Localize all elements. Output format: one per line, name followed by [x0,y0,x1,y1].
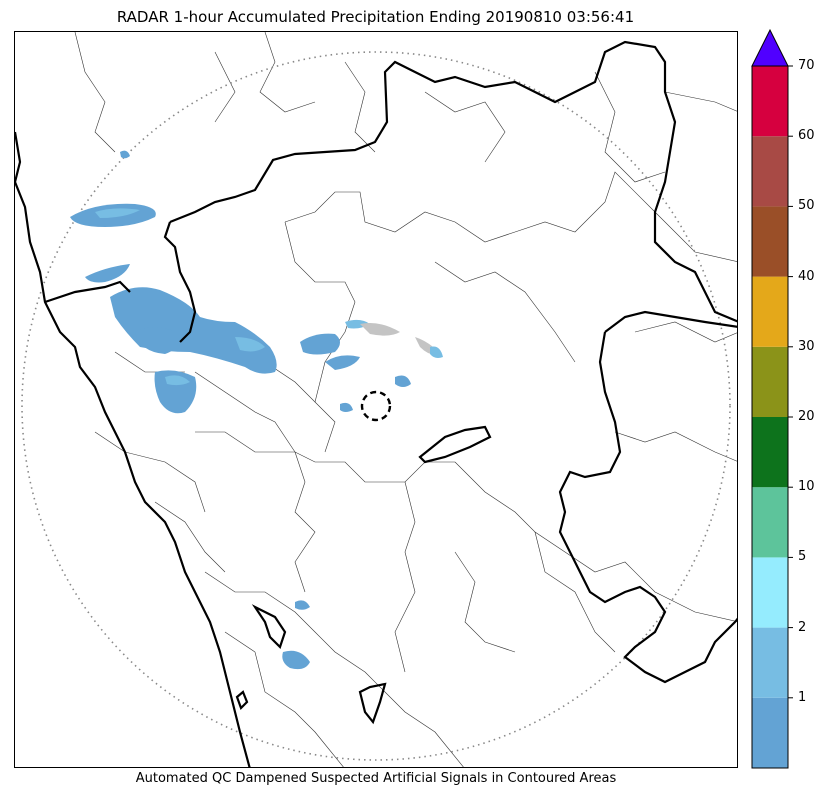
colorbar-tick-label: 70 [798,58,815,73]
colorbar-bin [752,627,788,698]
map-title: RADAR 1-hour Accumulated Precipitation E… [116,8,635,26]
colorbar-tick-label: 20 [798,409,815,424]
colorbar-tick-label: 2 [798,619,807,635]
radar-map [14,31,738,768]
colorbar [751,28,793,769]
colorbar-bin [752,66,788,137]
precip-echoes [70,150,443,670]
radar-range-ring [21,51,731,761]
colorbar-tick-label: 1 [798,689,807,705]
colorbar-tick-label: 50 [798,198,815,214]
footer-note: Automated QC Dampened Suspected Artifici… [135,771,617,786]
state-boundaries [15,40,737,767]
colorbar-tick-label: 10 [798,479,815,495]
colorbar-tick-label: 30 [798,338,815,354]
colorbar-bin [752,487,788,558]
colorbar-bin [752,417,788,488]
colorbar-extend-triangle [751,28,789,67]
colorbar-graphic [751,28,793,769]
colorbar-bin [752,697,788,768]
colorbar-bin [752,557,788,628]
colorbar-bin [752,346,788,417]
map-canvas [15,32,737,767]
colorbar-tick-label: 5 [798,549,807,565]
colorbar-bin [752,136,788,207]
colorbar-bin [752,206,788,277]
colorbar-tick-label: 60 [798,128,815,144]
colorbar-tick-label: 40 [798,268,815,284]
qc-dampened-marker [360,390,392,422]
colorbar-bin [752,276,788,347]
